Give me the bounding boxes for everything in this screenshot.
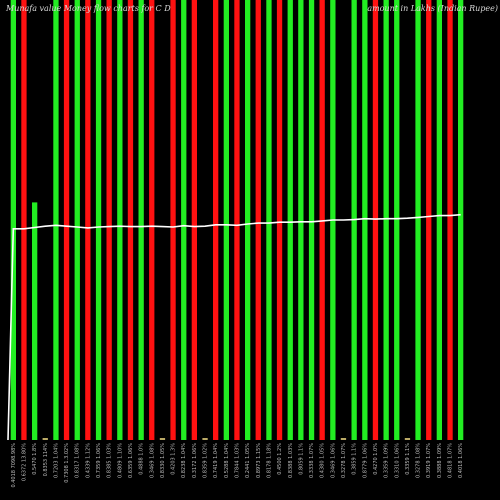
bar-4 (53, 0, 59, 440)
x-tick-label-20: 0.5288 1.04% (224, 443, 230, 478)
bar-31 (340, 438, 347, 440)
bar-37 (404, 438, 411, 440)
bars-layer (10, 0, 464, 440)
x-tick-label-18: 0.8359 1.02% (203, 443, 209, 478)
x-tick-label-13: 0.3469 1.08% (149, 443, 155, 478)
bar-40 (436, 0, 442, 440)
bar-41 (447, 0, 453, 440)
bar-21 (234, 0, 240, 440)
x-tick-label-31: 0.3278 1.07% (341, 443, 347, 478)
x-tick-label-23: 0.8973 1.15% (256, 443, 262, 478)
bar-39 (426, 0, 432, 440)
x-tick-label-22: 0.2441 1.05% (245, 443, 251, 478)
x-tick-label-24: 0.8178 1.18% (267, 443, 273, 478)
x-tick-label-35: 0.3359 1.09% (384, 443, 390, 478)
x-tick-label-7: 0.4339 1.12% (85, 443, 91, 478)
bar-9 (106, 0, 112, 440)
bar-26 (287, 0, 293, 440)
x-tick-label-3: 0.8353 114% (43, 443, 49, 477)
x-tick-label-26: 0.8388 1.03% (288, 443, 294, 478)
x-tick-label-29: 0.4380 1.05% (320, 443, 326, 478)
bar-38 (415, 0, 421, 440)
bar-34 (372, 0, 379, 440)
bar-24 (266, 0, 272, 440)
x-tick-label-10: 0.4809 1.10% (117, 443, 123, 478)
x-tick-label-37: 0.3359 1.1% (405, 443, 411, 475)
x-tick-label-39: 0.3919 1.07% (426, 443, 432, 478)
bar-0 (10, 0, 16, 440)
bar-12 (138, 0, 144, 440)
x-tick-label-27: 0.8059 1.1% (298, 443, 304, 475)
x-tick-label-25: 0.4500 1.2% (277, 443, 283, 475)
price-line (7, 213, 461, 441)
x-tick-label-15: 0.4203 1.3% (171, 443, 177, 475)
bar-27 (298, 0, 304, 440)
bar-13 (149, 0, 155, 440)
x-tick-label-30: 0.3469 1.06% (330, 443, 336, 478)
bar-7 (85, 0, 91, 440)
x-tick-labels: 0.4018 7098.98% 0.6372 13.80% 0.5470 1.8% 0… (11, 443, 464, 488)
bar-18 (202, 438, 208, 440)
x-tick-label-17: 0.3172 1.06% (192, 443, 198, 478)
chart-title: Munafa value Money flow charts for C D (6, 4, 171, 13)
x-tick-label-33: 0.8779 1.06% (362, 443, 368, 478)
x-tick-label-34: 0.4270 1.0% (373, 443, 379, 475)
bar-5 (63, 0, 70, 440)
x-tick-label-1: 0.6372 13.80% (22, 443, 28, 481)
x-tick-label-16: 0.8238 1.04% (181, 443, 187, 478)
x-tick-label-32: 0.3859 1.1% (352, 443, 358, 475)
x-tick-label-9: 0.8385 1.03% (107, 443, 113, 478)
x-tick-label-4: 0.7203 1.04% (53, 443, 59, 478)
bar-25 (276, 0, 283, 440)
bar-14 (159, 438, 166, 440)
x-tick-label-38: 0.3278 1.08% (416, 443, 422, 478)
x-tick-label-8: 0.7359 1.06% (96, 443, 102, 478)
bar-2 (32, 202, 38, 440)
bar-3 (42, 438, 48, 440)
chart-unit-label: amount in Lakhs (Indian Rupee) (367, 4, 498, 13)
x-tick-label-28: 0.3338 1.07% (309, 443, 315, 478)
x-tick-label-19: 0.7419 1.04% (213, 443, 219, 478)
bar-28 (308, 0, 315, 440)
bar-10 (117, 0, 123, 440)
bar-35 (383, 0, 389, 440)
bar-8 (95, 0, 102, 440)
x-tick-label-21: 0.7844 1.03% (235, 443, 241, 478)
bar-11 (127, 0, 134, 440)
x-tick-label-5: 0.7308 1.3.02% (64, 443, 70, 483)
bar-1 (21, 0, 27, 440)
x-tick-label-42: 0.4018 1.06% (458, 443, 464, 478)
bar-36 (394, 0, 400, 440)
x-tick-label-14: 0.8330 1.05% (160, 443, 166, 478)
bar-16 (181, 0, 187, 440)
bar-23 (255, 0, 261, 440)
bar-22 (245, 0, 251, 440)
bar-17 (191, 0, 197, 440)
x-tick-label-36: 0.3310 1.06% (394, 443, 400, 478)
bar-42 (458, 0, 464, 440)
x-tick-label-12: 0.4888 1.0% (139, 443, 145, 475)
x-tick-label-6: 0.8317 1.08% (75, 443, 81, 478)
bar-33 (362, 0, 368, 440)
x-tick-label-41: 0.4818 1.07% (448, 443, 454, 478)
x-tick-label-40: 0.3888 1.09% (437, 443, 443, 478)
x-tick-label-0: 0.4018 7098.98% (11, 443, 17, 488)
bar-29 (319, 0, 325, 440)
bar-6 (74, 0, 80, 440)
bar-20 (223, 0, 229, 440)
x-tick-label-11: 0.6359 1.06% (128, 443, 134, 478)
bar-19 (213, 0, 219, 440)
x-tick-label-2: 0.5470 1.8% (32, 443, 38, 475)
bar-15 (170, 0, 176, 440)
